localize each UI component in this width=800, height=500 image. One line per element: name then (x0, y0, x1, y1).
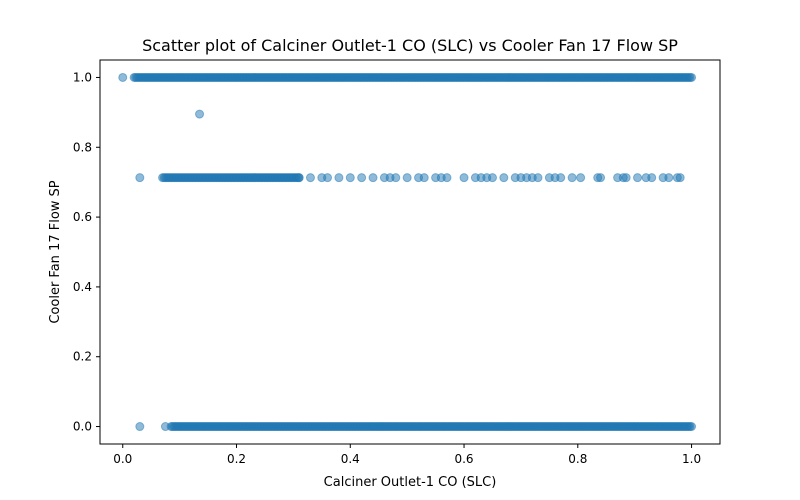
scatter-point (664, 173, 674, 183)
scatter-point (487, 173, 497, 183)
x-tick-label: 0.2 (227, 452, 246, 466)
y-axis-label: Cooler Fan 17 Flow SP (48, 180, 63, 323)
scatter-point (357, 173, 367, 183)
scatter-point (533, 173, 543, 183)
plot-frame (99, 59, 721, 445)
y-tick-label: 0.6 (73, 210, 92, 224)
scatter-point (687, 422, 697, 432)
scatter-point (402, 173, 412, 183)
scatter-point (118, 72, 128, 82)
scatter-point (596, 173, 606, 183)
scatter-point (368, 173, 378, 183)
scatter-point (621, 173, 631, 183)
scatter-point (576, 173, 586, 183)
scatter-point (195, 109, 205, 119)
y-tick-label: 0.0 (73, 420, 92, 434)
scatter-point (556, 173, 566, 183)
scatter-point (687, 72, 697, 82)
points-layer (118, 72, 697, 432)
scatter-point (160, 422, 170, 432)
scatter-point (647, 173, 657, 183)
y-tick-label: 0.8 (73, 140, 92, 154)
x-tick-label: 0.4 (341, 452, 360, 466)
scatter-point (294, 173, 304, 183)
x-axis-ticks: 0.0 0.2 0.4 0.6 0.8 1.0 (113, 444, 701, 466)
scatter-point (135, 422, 145, 432)
scatter-point (323, 173, 333, 183)
scatter-point (305, 173, 315, 183)
y-axis-ticks: 0.0 0.2 0.4 0.6 0.8 1.0 (73, 70, 100, 434)
scatter-point (459, 173, 469, 183)
scatter-point (567, 173, 577, 183)
x-tick-label: 1.0 (682, 452, 701, 466)
scatter-point (633, 173, 643, 183)
scatter-point (391, 173, 401, 183)
scatter-point (135, 173, 145, 183)
scatter-point (499, 173, 509, 183)
scatter-point (345, 173, 355, 183)
x-tick-label: 0.8 (568, 452, 587, 466)
x-axis-label: Calciner Outlet-1 CO (SLC) (324, 475, 497, 490)
scatter-point (334, 173, 344, 183)
scatter-point (442, 173, 452, 183)
x-tick-label: 0.6 (454, 452, 473, 466)
y-tick-label: 0.4 (73, 280, 92, 294)
scatter-point (675, 173, 685, 183)
scatter-point (419, 173, 429, 183)
y-tick-label: 1.0 (73, 70, 92, 84)
y-tick-label: 0.2 (73, 350, 92, 364)
x-tick-label: 0.0 (113, 452, 132, 466)
chart-title: Scatter plot of Calciner Outlet-1 CO (SL… (142, 36, 678, 55)
